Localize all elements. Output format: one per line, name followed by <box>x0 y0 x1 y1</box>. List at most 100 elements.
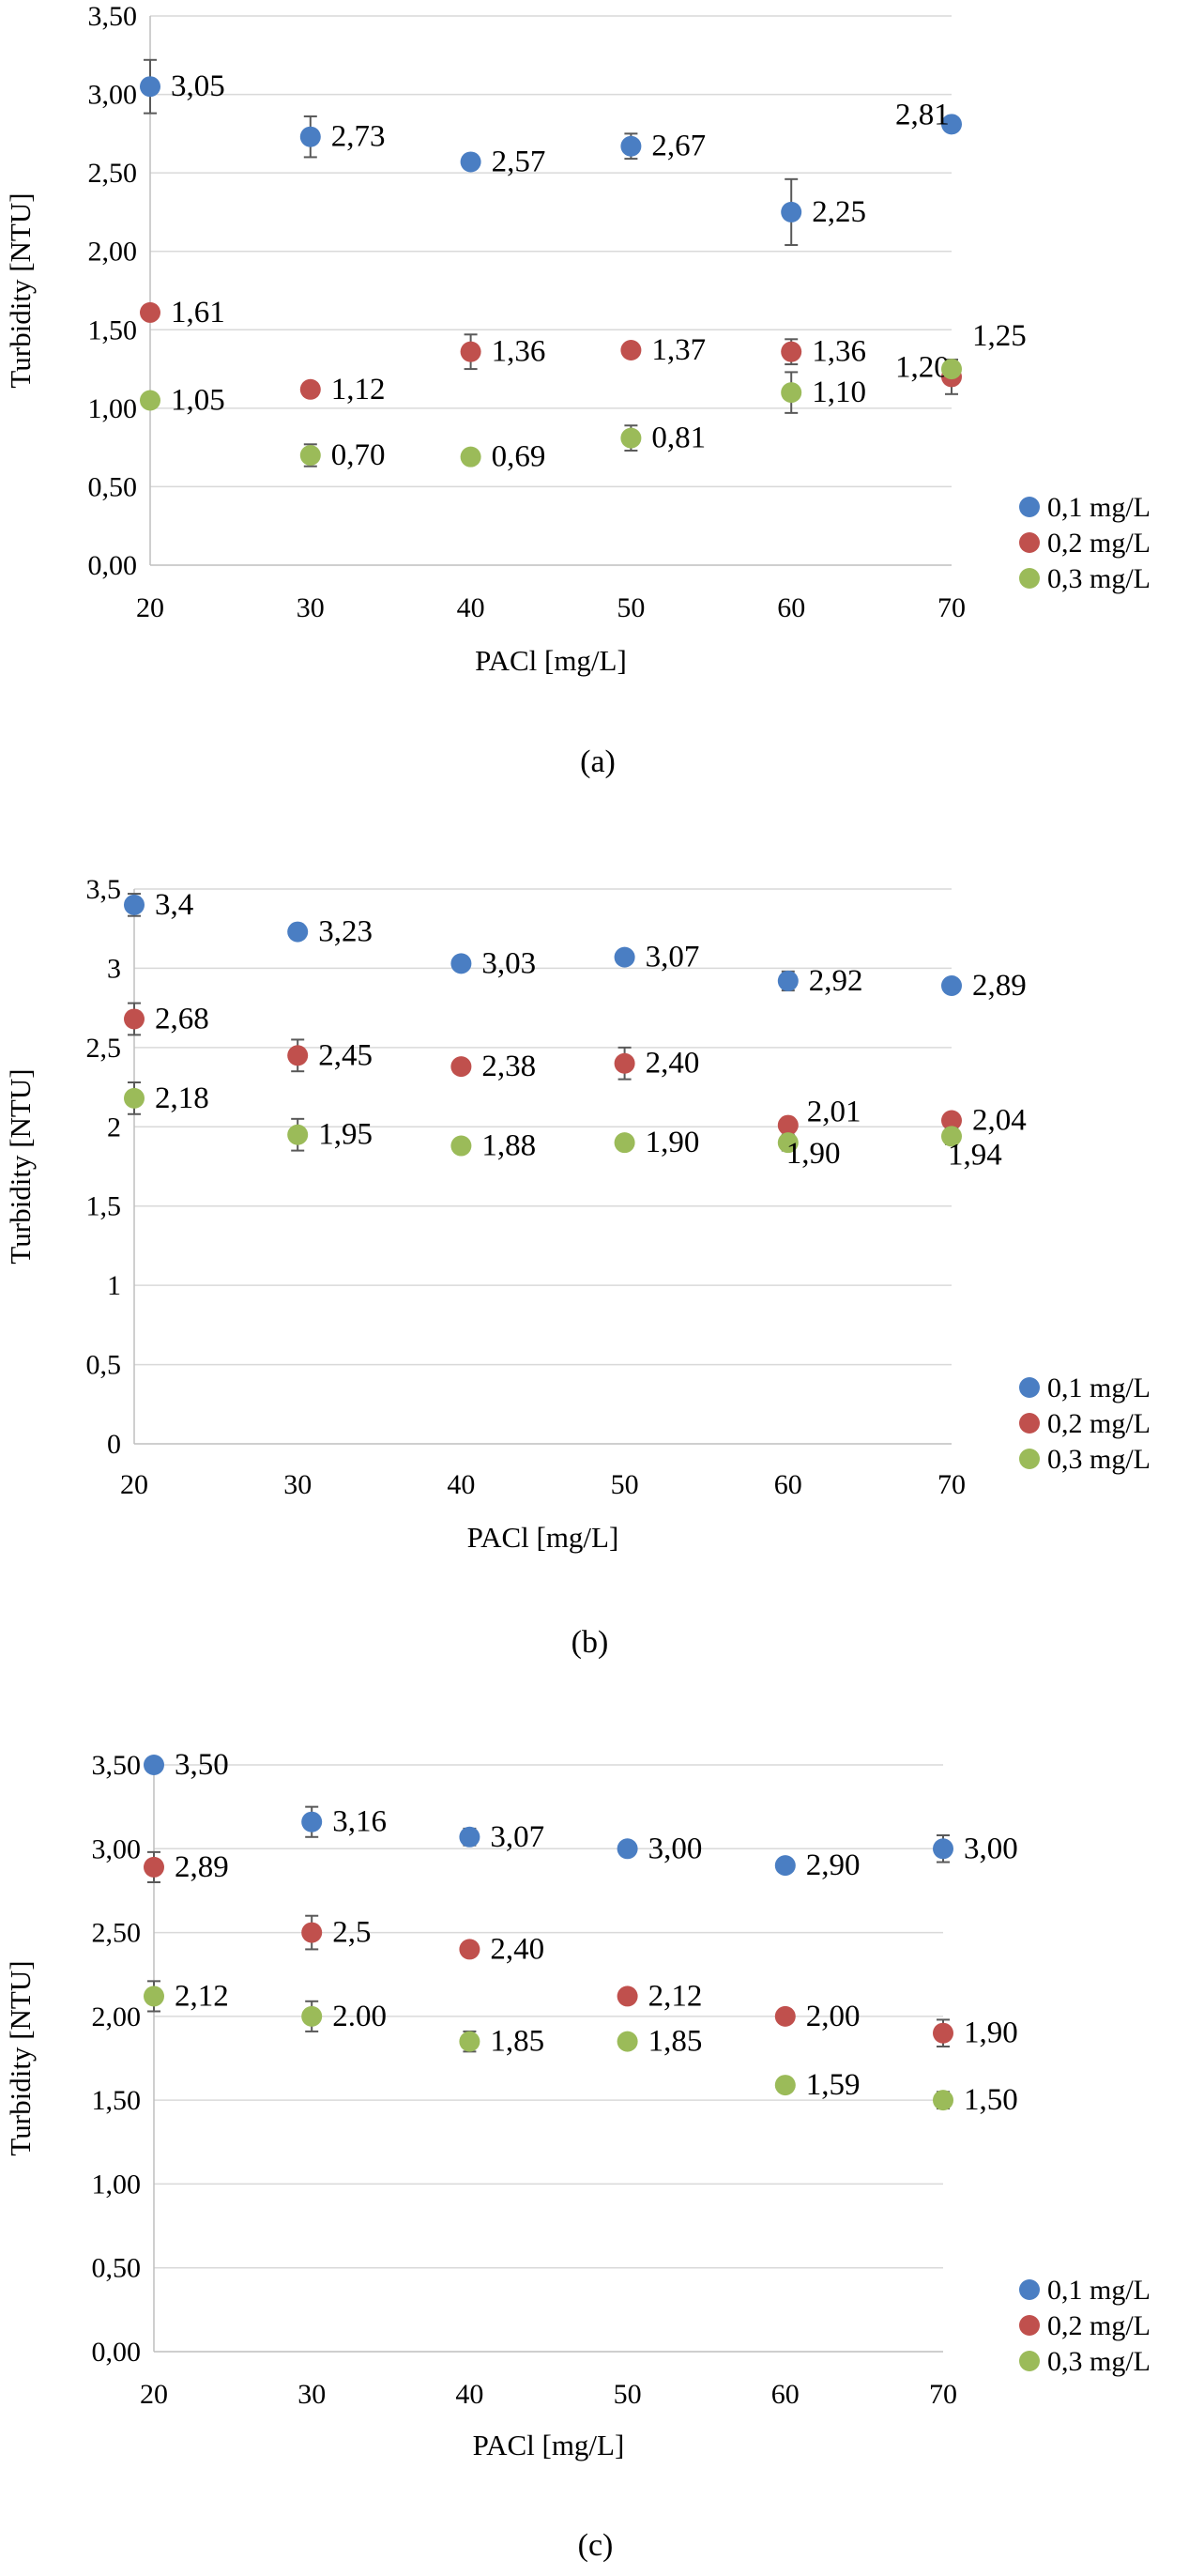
x-tick-label: 40 <box>457 592 485 623</box>
y-axis-title: Turbidity [NTU] <box>4 1960 37 2155</box>
y-tick-label: 1 <box>107 1270 121 1301</box>
data-label: 3,07 <box>490 1820 544 1854</box>
data-label: 2,25 <box>812 195 866 229</box>
data-point <box>450 1056 472 1078</box>
data-point <box>941 1126 962 1147</box>
data-point <box>140 390 160 411</box>
x-tick-label: 30 <box>297 2379 326 2410</box>
data-label: 1,88 <box>481 1129 536 1163</box>
y-axis-title: Turbidity [NTU] <box>4 1068 37 1264</box>
y-tick-label: 2,00 <box>88 237 138 268</box>
data-point <box>144 1755 164 1775</box>
data-point <box>941 975 962 997</box>
data-label: 3,16 <box>332 1805 387 1839</box>
data-point <box>777 970 799 991</box>
data-label: 1,05 <box>171 384 225 418</box>
data-point <box>781 201 802 222</box>
data-point <box>287 921 309 943</box>
data-label: 2,04 <box>972 1104 1027 1138</box>
data-label: 1,36 <box>492 335 546 369</box>
data-label: 2,81 <box>895 98 950 131</box>
data-point <box>620 135 642 157</box>
data-label: 3,00 <box>648 1832 703 1865</box>
data-point <box>614 946 635 968</box>
y-tick-label: 0,5 <box>86 1350 122 1381</box>
y-tick-label: 3,00 <box>92 1833 142 1864</box>
data-point <box>781 341 802 362</box>
data-label: 2,18 <box>155 1081 209 1115</box>
x-tick-label: 30 <box>297 592 325 623</box>
data-label: 1,10 <box>812 376 866 409</box>
data-point <box>777 1132 799 1154</box>
y-tick-label: 2,00 <box>92 2001 142 2032</box>
legend-marker <box>1019 497 1040 517</box>
data-label: 2,90 <box>806 1848 861 1882</box>
data-point <box>140 301 160 323</box>
y-tick-label: 2,50 <box>88 158 138 189</box>
x-axis-title: PACl [mg/L] <box>475 644 627 677</box>
data-label: 2,89 <box>175 1850 229 1884</box>
data-label: 1,36 <box>812 335 866 369</box>
data-label: 2,89 <box>972 969 1027 1003</box>
data-point <box>774 2005 796 2027</box>
data-label: 0,81 <box>651 422 706 455</box>
x-axis-title: PACl [mg/L] <box>467 1521 619 1554</box>
data-label: 1,37 <box>651 333 706 367</box>
data-label: 2,57 <box>492 145 546 178</box>
x-tick-label: 60 <box>774 1469 802 1500</box>
data-label: 2,12 <box>648 1979 703 2013</box>
panel-caption: (a) <box>580 744 616 779</box>
legend-marker <box>1019 1377 1040 1398</box>
data-label: 2,00 <box>806 2000 861 2033</box>
data-label: 1,90 <box>964 2016 1018 2050</box>
data-point <box>299 126 321 147</box>
data-label: 2,92 <box>809 964 863 998</box>
x-tick-label: 60 <box>777 592 805 623</box>
data-point <box>617 1986 638 2007</box>
data-label: 2,38 <box>481 1050 536 1083</box>
data-point <box>941 1110 962 1131</box>
y-tick-label: 0,50 <box>92 2253 142 2284</box>
x-tick-label: 20 <box>136 592 164 623</box>
data-label: 2,40 <box>646 1047 700 1081</box>
legend-label: 0,1 mg/L <box>1047 492 1151 523</box>
y-tick-label: 0 <box>107 1429 121 1460</box>
legend-label: 0,2 mg/L <box>1047 1408 1151 1439</box>
data-label: 2,5 <box>332 1916 371 1950</box>
data-point <box>781 382 802 404</box>
y-tick-label: 2,50 <box>92 1918 142 1949</box>
y-tick-label: 3,00 <box>88 80 138 111</box>
data-label: 1,50 <box>964 2083 1018 2117</box>
data-point <box>287 1124 309 1145</box>
y-tick-label: 2,5 <box>86 1033 122 1064</box>
x-tick-label: 70 <box>929 2379 957 2410</box>
y-tick-label: 1,50 <box>92 2085 142 2116</box>
data-point <box>459 1826 480 1848</box>
data-point <box>620 340 642 361</box>
data-label: 2.00 <box>332 2000 387 2033</box>
legend-marker <box>1019 568 1040 589</box>
legend-marker <box>1019 1413 1040 1434</box>
data-point <box>617 1838 638 1860</box>
data-point <box>144 1986 164 2007</box>
legend-label: 0,2 mg/L <box>1047 2310 1151 2341</box>
y-tick-label: 3,5 <box>86 874 122 905</box>
legend-marker <box>1019 2279 1040 2300</box>
data-point <box>299 445 321 466</box>
data-point <box>301 1922 323 1943</box>
data-point <box>617 2031 638 2052</box>
data-point <box>614 1132 635 1154</box>
data-label: 3,50 <box>175 1748 229 1782</box>
data-label: 1,12 <box>331 373 386 406</box>
x-tick-label: 40 <box>447 1469 475 1500</box>
x-tick-label: 20 <box>140 2379 168 2410</box>
data-point <box>124 1087 145 1109</box>
data-label: 2,12 <box>175 1979 229 2013</box>
legend-marker <box>1019 2351 1040 2371</box>
data-point <box>774 2075 796 2096</box>
data-point <box>459 2031 480 2052</box>
y-tick-label: 0,00 <box>92 2337 142 2368</box>
data-point <box>941 114 962 135</box>
y-tick-label: 1,00 <box>88 393 138 424</box>
